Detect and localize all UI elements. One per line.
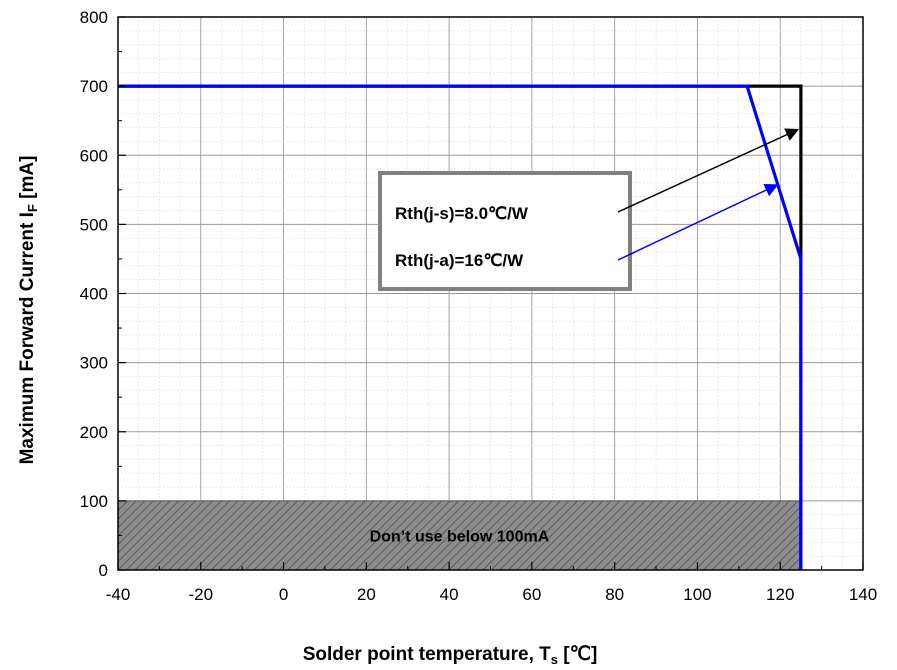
annotation-box-frame	[378, 171, 632, 291]
x-tick-label: 40	[440, 585, 459, 604]
y-tick-label: 500	[80, 215, 108, 234]
y-tick-label: 600	[80, 146, 108, 165]
y-tick-label: 400	[80, 285, 108, 304]
x-tick-label: -20	[188, 585, 213, 604]
x-tick-label: 0	[279, 585, 288, 604]
restricted-region-fill	[117, 500, 802, 571]
ticks: -40 -20 0 20 40 60 80 100 120 140 0 100 200 300 400 500…	[80, 8, 878, 604]
annotation-arrow-1	[617, 183, 779, 261]
x-tick-label: 20	[357, 585, 376, 604]
x-tick-label: -40	[106, 585, 131, 604]
annotation-box: Rth(j-s)=8.0℃/W Rth(j-a)=16℃/W	[378, 171, 632, 291]
x-tick-label: 60	[522, 585, 541, 604]
x-axis-label: Solder point temperature, Ts [℃]	[303, 644, 598, 667]
annotation-rth-js: Rth(j-s)=8.0℃/W	[395, 204, 529, 223]
x-tick-label: 80	[605, 585, 624, 604]
y-tick-label: 0	[99, 561, 108, 580]
annotation-arrows	[617, 128, 800, 261]
y-tick-label: 800	[80, 8, 108, 27]
y-tick-label: 300	[80, 354, 108, 373]
restricted-region: Don’t use below 100mA	[117, 500, 802, 571]
x-tick-label: 120	[766, 585, 794, 604]
series-line-0	[118, 84, 803, 570]
restricted-region-label: Don’t use below 100mA	[370, 528, 550, 545]
annotation-rth-ja: Rth(j-a)=16℃/W	[395, 251, 524, 270]
y-tick-label: 100	[80, 492, 108, 511]
y-tick-label: 200	[80, 423, 108, 442]
y-axis-label: Maximum Forward Current IF [mA]	[17, 156, 40, 465]
y-tick-label: 700	[80, 77, 108, 96]
series	[118, 84, 803, 570]
x-tick-label: 100	[683, 585, 711, 604]
x-tick-label: 140	[849, 585, 877, 604]
annotation-arrow-0	[617, 128, 800, 213]
series-line-1	[118, 84, 803, 570]
